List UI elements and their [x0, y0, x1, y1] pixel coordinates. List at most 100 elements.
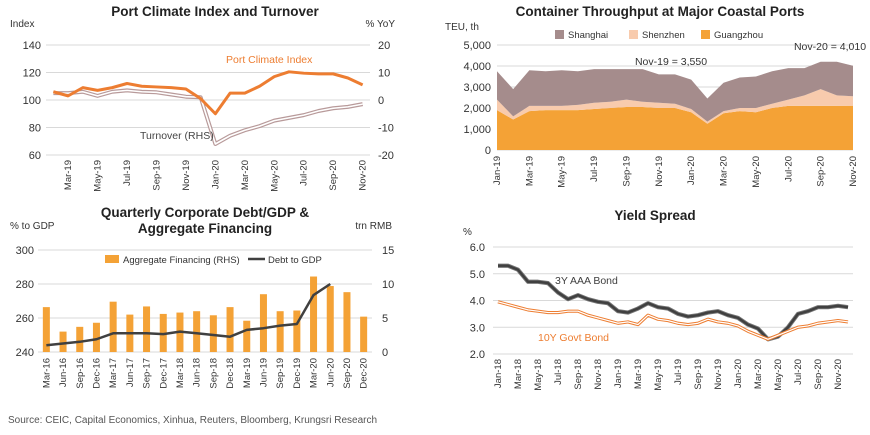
left-axis-unit: % — [463, 227, 472, 238]
x-tick-label: Sep-20 — [816, 156, 827, 187]
axis-ticks: 2.0 3.0 4.0 5.0 6.0 Jan-18 Mar-18 May-18 Jul-18 S… — [470, 242, 844, 391]
x-tick-label: Jul-20 — [783, 156, 794, 182]
x-tick-label: Sep-19 — [151, 160, 162, 191]
y-tick-label: 6.0 — [470, 242, 485, 254]
y-tick-label: 300 — [16, 245, 34, 257]
x-tick-label: Dec-20 — [359, 358, 370, 389]
series-label-port-climate-index: Port Climate Index — [226, 54, 313, 66]
legend-label-debt-to-gdp: Debt to GDP — [268, 255, 322, 266]
x-tick-label: Sep-19 — [275, 358, 286, 389]
x-tick-label: Sep-19 — [621, 156, 632, 187]
y-tick-label: 80 — [29, 123, 41, 135]
y-tick-label: 2.0 — [470, 349, 485, 361]
x-tick-label: Sep-20 — [328, 160, 339, 191]
y2-tick-label: 0 — [378, 95, 384, 107]
x-tick-label: Dec-17 — [158, 358, 169, 389]
x-tick-label: Mar-19 — [63, 160, 74, 190]
x-tick-label: Sep-18 — [573, 359, 584, 390]
x-tick-label: Jul-18 — [553, 359, 564, 385]
x-tick-label: Jun-16 — [58, 358, 69, 387]
x-tick-label: Jan-19 — [492, 156, 503, 185]
x-tick-label: Jan-20 — [210, 160, 221, 189]
x-tick-label: Jan-20 — [686, 156, 697, 185]
x-tick-label: Jul-20 — [793, 359, 804, 385]
series-line-3y-aaa-bond — [498, 264, 849, 341]
x-tick-label: May-19 — [557, 156, 568, 188]
x-tick-label: Jun-19 — [258, 358, 269, 387]
x-tick-label: Mar-18 — [175, 358, 186, 388]
x-tick-label: Jun-18 — [192, 358, 203, 387]
bar-aggregate-financing — [193, 311, 201, 352]
series-line-turnover — [53, 89, 363, 145]
right-axis-unit: trn RMB — [355, 221, 392, 232]
bar-aggregate-financing — [42, 307, 50, 352]
y2-tick-label: 20 — [378, 40, 390, 52]
y-tick-label: 280 — [16, 279, 34, 291]
y2-tick-label: 0 — [382, 347, 388, 359]
legend: Shanghai Shenzhen Guangzhou — [555, 30, 763, 41]
y2-tick-label: 10 — [378, 68, 390, 80]
area-shanghai — [497, 61, 853, 122]
y2-tick-label: 15 — [382, 245, 394, 257]
y-tick-label: 260 — [16, 313, 34, 325]
axis-ticks: 240 260 280 300 0 5 10 15 Mar-16 Jun-16 Sep-16 Dec-… — [16, 245, 395, 389]
left-axis-unit: % to GDP — [10, 221, 55, 232]
x-tick-label: Mar-19 — [242, 358, 253, 388]
y-tick-label: 3,000 — [463, 82, 491, 94]
x-tick-label: Nov-20 — [833, 359, 844, 390]
series-labels: Port Climate Index Turnover (RHS) — [140, 54, 313, 142]
chart-title: Yield Spread — [614, 208, 695, 223]
x-tick-label: Sep-20 — [813, 359, 824, 390]
x-tick-label: Mar-20 — [309, 358, 320, 388]
x-tick-label: Nov-19 — [654, 156, 665, 187]
gridlines — [493, 246, 853, 355]
legend-label-shanghai: Shanghai — [568, 30, 608, 41]
legend: Aggregate Financing (RHS) Debt to GDP — [105, 255, 322, 266]
y-tick-label: 1,000 — [463, 124, 491, 136]
right-axis-unit: % YoY — [366, 19, 396, 30]
x-tick-label: Jan-20 — [733, 359, 744, 388]
x-tick-label: Jun-20 — [325, 358, 336, 387]
x-tick-label: Nov-19 — [713, 359, 724, 390]
chart-title: Port Climate Index and Turnover — [111, 4, 319, 19]
annotation-nov-19: Nov-19 = 3,550 — [635, 56, 707, 68]
x-tick-label: Jun-17 — [125, 358, 136, 387]
x-tick-label: Mar-20 — [753, 359, 764, 389]
x-tick-label: May-20 — [751, 156, 762, 188]
port-climate-chart: Port Climate Index and Turnover Index % … — [10, 4, 396, 192]
x-tick-label: Mar-16 — [41, 358, 52, 388]
chart-title-line-1: Quarterly Corporate Debt/GDP & — [101, 205, 310, 220]
x-tick-label: Jul-20 — [299, 160, 310, 186]
bar-aggregate-financing — [76, 326, 84, 352]
bar-aggregate-financing — [310, 276, 318, 352]
bar-aggregate-financing — [276, 311, 284, 352]
x-tick-label: Jul-19 — [673, 359, 684, 385]
chart-title: Container Throughput at Major Coastal Po… — [516, 4, 805, 19]
bar-aggregate-financing — [360, 316, 368, 352]
x-tick-label: Mar-20 — [240, 160, 251, 190]
legend-label-shenzhen: Shenzhen — [642, 30, 685, 41]
x-tick-label: Jul-19 — [122, 160, 133, 186]
chart-title-line-2: Aggregate Financing — [138, 221, 272, 236]
x-tick-label: May-19 — [93, 160, 104, 192]
y-tick-label: 5.0 — [470, 269, 485, 281]
axis-ticks: 0 1,000 2,000 3,000 4,000 5,000 Jan-19 Mar-19 Ma… — [463, 40, 859, 188]
bar-aggregate-financing — [209, 315, 217, 352]
bar-aggregate-financing — [109, 301, 117, 352]
x-tick-label: Mar-19 — [633, 359, 644, 389]
x-tick-label: May-19 — [653, 359, 664, 391]
y2-tick-label: -20 — [378, 150, 394, 162]
plot-area — [497, 263, 849, 342]
y-tick-label: 120 — [23, 68, 41, 80]
x-tick-label: Sep-17 — [142, 358, 153, 389]
container-throughput-chart: Container Throughput at Major Coastal Po… — [445, 4, 866, 188]
y2-tick-label: 10 — [382, 279, 394, 291]
x-tick-label: Nov-20 — [848, 156, 859, 187]
y-tick-label: 3.0 — [470, 322, 485, 334]
x-tick-label: Mar-20 — [719, 156, 730, 186]
plot-area — [497, 61, 853, 150]
x-tick-label: Jul-19 — [589, 156, 600, 182]
series-line-debt-to-gdp — [46, 282, 331, 347]
yield-spread-chart: Yield Spread % 2.0 3.0 4.0 5.0 6.0 Jan-18 Mar-… — [463, 208, 853, 391]
bar-aggregate-financing — [343, 292, 351, 352]
